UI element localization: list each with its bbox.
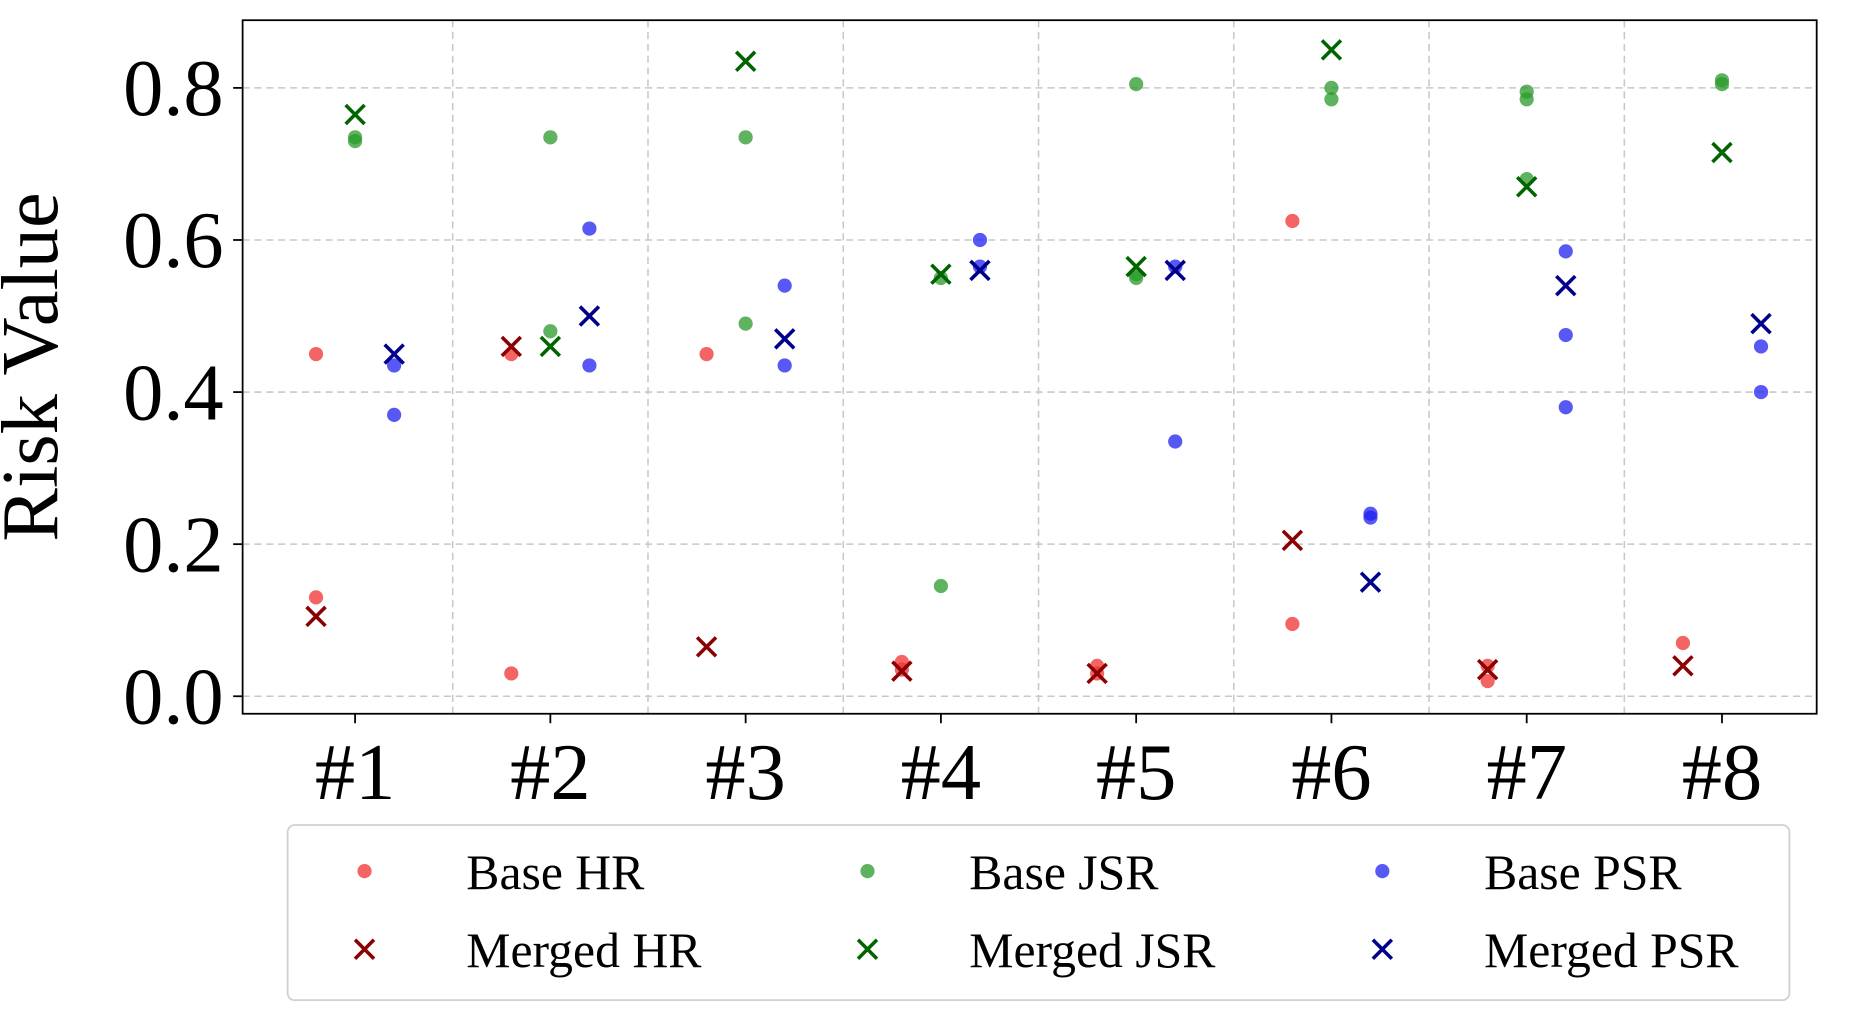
point	[1753, 384, 1769, 400]
point	[1168, 259, 1183, 274]
point	[1519, 92, 1534, 107]
x-tick-label: #5	[1096, 728, 1176, 817]
point	[1359, 571, 1382, 593]
point	[1675, 635, 1691, 651]
point	[539, 335, 562, 358]
point	[582, 221, 597, 236]
x-tick-label: #6	[1291, 728, 1371, 817]
point	[1753, 339, 1769, 354]
x-tick-label: #1	[315, 728, 395, 817]
point	[738, 130, 753, 145]
legend-marker	[353, 938, 376, 960]
point	[891, 660, 913, 682]
x-tick-label: #3	[705, 728, 785, 817]
point	[1558, 244, 1573, 259]
legend-marker	[860, 864, 875, 879]
point	[777, 358, 792, 373]
point	[1558, 400, 1573, 415]
point	[387, 358, 402, 373]
y-tick-label: 0.6	[123, 196, 224, 285]
legend-label: Base JSR	[969, 845, 1159, 900]
point	[305, 605, 327, 628]
point	[1129, 76, 1144, 92]
point	[1480, 673, 1495, 689]
point	[344, 103, 366, 126]
point	[1168, 434, 1183, 449]
point	[383, 343, 405, 365]
x-tick-label: #2	[510, 728, 590, 817]
point	[1515, 176, 1538, 198]
point	[578, 305, 601, 327]
legend-marker	[1375, 864, 1390, 879]
point	[308, 346, 324, 362]
y-tick-label: 0.0	[123, 652, 224, 741]
legend-label: Merged PSR	[1484, 923, 1739, 978]
point	[1320, 39, 1343, 61]
y-tick-label: 0.2	[123, 500, 224, 589]
point	[1164, 259, 1186, 282]
point	[1555, 274, 1577, 297]
point	[972, 259, 988, 274]
point	[1285, 616, 1300, 632]
point	[504, 666, 519, 681]
point	[1672, 655, 1694, 677]
legend-marker	[357, 864, 372, 879]
point	[969, 259, 991, 282]
point	[738, 316, 753, 331]
point	[972, 232, 988, 248]
point	[1281, 529, 1304, 552]
point	[930, 263, 952, 285]
point	[1324, 92, 1339, 107]
point	[1125, 255, 1147, 278]
point	[347, 134, 363, 149]
point	[695, 636, 718, 658]
point	[1476, 658, 1499, 681]
point	[1480, 658, 1495, 673]
point	[582, 358, 597, 373]
x-tick-label: #7	[1486, 728, 1566, 817]
x-tick-label: #4	[901, 728, 981, 817]
plot-frame	[241, 19, 1818, 715]
point	[1086, 662, 1108, 685]
point	[1285, 213, 1300, 229]
y-tick-label: 0.8	[123, 44, 224, 133]
legend-label: Merged HR	[466, 923, 702, 978]
point	[734, 50, 757, 73]
y-axis-label: Risk Value	[0, 192, 75, 541]
point	[1750, 312, 1772, 335]
point	[933, 270, 948, 286]
legend-box	[286, 824, 1791, 1002]
point	[308, 590, 324, 605]
point	[543, 324, 558, 339]
point	[699, 346, 714, 362]
point	[387, 407, 402, 422]
point	[1711, 141, 1733, 164]
legend-marker	[1371, 938, 1394, 960]
point	[500, 335, 523, 358]
point	[1363, 510, 1378, 525]
point	[543, 130, 558, 145]
point	[1324, 80, 1339, 95]
legend-marker	[856, 938, 879, 960]
legend-label: Base PSR	[1484, 845, 1682, 900]
point	[1558, 327, 1573, 343]
legend-label: Merged JSR	[969, 923, 1216, 978]
point	[773, 328, 796, 350]
legend-label: Base HR	[466, 845, 645, 900]
point	[777, 278, 792, 293]
x-tick-label: #8	[1682, 728, 1762, 817]
point	[933, 578, 948, 594]
y-tick-label: 0.4	[123, 348, 224, 437]
point	[1714, 76, 1730, 92]
